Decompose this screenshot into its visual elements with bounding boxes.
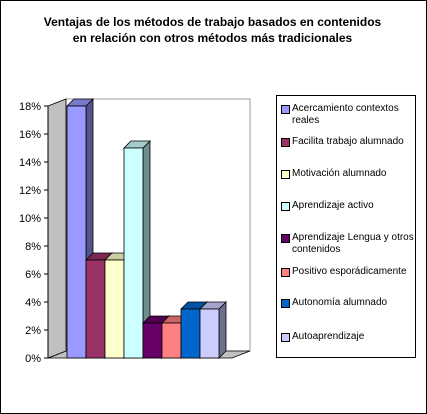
y-tick-label: 4% <box>25 297 41 309</box>
legend-swatch <box>281 105 290 114</box>
y-tick-label: 16% <box>19 129 41 141</box>
y-tick-label: 6% <box>25 269 41 281</box>
legend-swatch <box>281 202 290 211</box>
legend-swatch <box>281 299 290 308</box>
legend-label: Autonomía alumnado <box>292 297 388 308</box>
bar <box>180 308 201 359</box>
legend-swatch <box>281 268 290 277</box>
legend-swatch <box>281 170 290 179</box>
legend-label: Autoaprendizaje <box>292 331 365 342</box>
legend-label: Aprendizaje activo <box>292 200 374 211</box>
legend-label: Aprendizaje Lengua y otros contenidos <box>292 232 414 255</box>
bar-side <box>218 301 227 359</box>
legend-label: Acercamiento contextos reales <box>292 103 399 126</box>
plot-side-wall <box>47 98 67 359</box>
legend-swatch <box>281 333 290 342</box>
y-tick-label: 18% <box>19 101 41 113</box>
chart-legend: Acercamiento contextos reales Facilita tr… <box>276 95 416 358</box>
bar <box>161 322 182 359</box>
y-tick-label: 2% <box>25 325 41 337</box>
y-tick-label: 10% <box>19 213 41 225</box>
y-tick-label: 0% <box>25 353 41 365</box>
legend-label: Positivo esporádicamente <box>292 266 407 277</box>
bar <box>66 105 87 359</box>
y-tick-label: 12% <box>19 185 41 197</box>
chart-title-line-1: Ventajas de los métodos de trabajo basad… <box>43 15 382 29</box>
bar <box>123 147 144 359</box>
bar <box>199 308 220 359</box>
legend-swatch <box>281 138 290 147</box>
legend-label: Motivación alumnado <box>292 168 387 179</box>
y-tick-label: 14% <box>19 157 41 169</box>
legend-swatch <box>281 234 290 243</box>
bar <box>142 322 163 359</box>
chart-title-line-2: en relación con otros métodos más tradic… <box>72 31 353 45</box>
bar <box>104 259 125 359</box>
bar <box>85 259 106 359</box>
legend-label: Facilita trabajo alumnado <box>292 136 404 147</box>
chart-title: Ventajas de los métodos de trabajo basad… <box>40 14 385 46</box>
y-tick-label: 8% <box>25 241 41 253</box>
